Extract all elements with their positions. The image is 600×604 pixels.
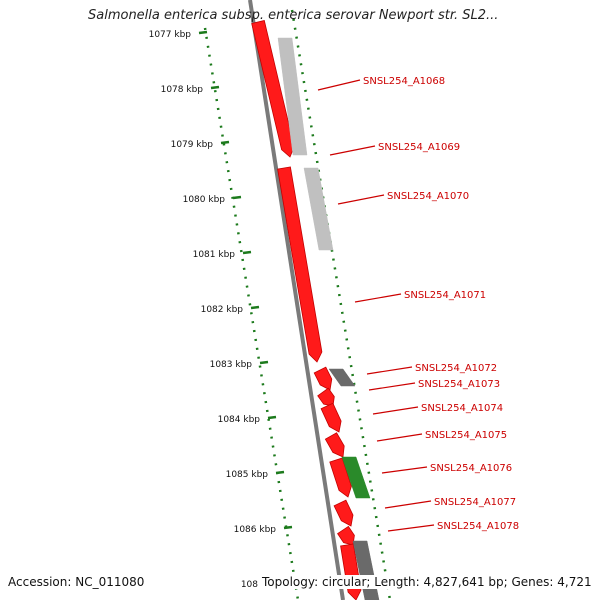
gene-leader-line xyxy=(381,466,428,474)
gene-leader-line xyxy=(317,79,361,91)
gene-labels: SNSL254_A1068 SNSL254_A1069 SNSL254_A1070 S… xyxy=(317,76,519,532)
gene-leader-line xyxy=(384,500,432,509)
gene-label[interactable]: SNSL254_A1073 xyxy=(418,379,500,390)
cds-arrow[interactable] xyxy=(337,525,355,546)
hit-block xyxy=(277,37,308,156)
ruler-tick xyxy=(220,140,230,145)
ruler-tick-label: 1078 kbp xyxy=(161,85,204,95)
ruler-tick xyxy=(198,30,208,35)
cds-arrow[interactable] xyxy=(324,432,345,458)
cds-arrow[interactable] xyxy=(329,457,352,498)
gene-label[interactable]: SNSL254_A1075 xyxy=(425,430,507,441)
ruler-tick-label: 1077 kbp xyxy=(149,30,192,40)
gene-leader-line xyxy=(354,293,402,303)
ruler-tick xyxy=(267,415,277,420)
ruler-tick xyxy=(232,195,242,200)
gene-label[interactable]: SNSL254_A1077 xyxy=(434,497,516,508)
gene-leader-line xyxy=(376,433,423,442)
cds-arrow[interactable] xyxy=(317,387,335,407)
gene-leader-line xyxy=(372,406,419,415)
cds-arrow[interactable] xyxy=(277,166,323,363)
gene-leader-line xyxy=(329,145,376,156)
ruler-tick xyxy=(242,250,252,255)
cds-arrow[interactable] xyxy=(333,499,354,527)
gene-label[interactable]: SNSL254_A1076 xyxy=(430,463,512,474)
ruler-tick xyxy=(259,360,269,365)
accession-text: Accession: NC_011080 xyxy=(8,575,145,589)
hit-block xyxy=(303,167,334,251)
gene-label[interactable]: SNSL254_A1069 xyxy=(378,142,460,153)
ruler-tick xyxy=(250,305,260,310)
ruler-tick xyxy=(283,525,293,530)
ruler-tick-label: 1079 kbp xyxy=(171,140,214,150)
ruler-tick-label: 1082 kbp xyxy=(201,305,244,315)
topology-summary: Topology: circular; Length: 4,827,641 bp… xyxy=(262,575,592,589)
ruler-dotted-track xyxy=(203,27,300,601)
genome-title: Salmonella enterica subsp. enterica sero… xyxy=(88,8,499,23)
ruler-tick-label: 1083 kbp xyxy=(210,360,253,370)
ruler-tick-label: 1086 kbp xyxy=(234,525,277,535)
ruler-tick xyxy=(210,85,220,90)
cds-arrow[interactable] xyxy=(320,402,342,433)
gene-label[interactable]: SNSL254_A1078 xyxy=(437,521,519,532)
gene-label[interactable]: SNSL254_A1072 xyxy=(415,363,497,374)
gene-leader-line xyxy=(366,366,413,375)
ruler-tick-label: 1081 kbp xyxy=(193,250,236,260)
gene-label[interactable]: SNSL254_A1068 xyxy=(363,76,445,87)
gene-leader-line xyxy=(387,524,435,532)
sequence-backbone xyxy=(248,0,345,601)
feature-tracks xyxy=(248,0,380,601)
ruler-tick-label: 1080 kbp xyxy=(183,195,226,205)
outer-dotted-track xyxy=(290,9,392,601)
ruler-tick-label: 108 xyxy=(241,580,258,590)
gene-leader-line xyxy=(337,194,385,205)
ruler-tick-label: 1084 kbp xyxy=(218,415,261,425)
hit-block xyxy=(341,456,371,499)
ruler-tick xyxy=(275,470,285,475)
kbp-ruler: 1077 kbp 1078 kbp 1079 kbp 1080 kbp 1081 kbp… xyxy=(149,9,392,601)
ruler-tick-label: 1085 kbp xyxy=(226,470,269,480)
gene-label[interactable]: SNSL254_A1070 xyxy=(387,191,469,202)
cds-arrow[interactable] xyxy=(313,366,333,391)
cds-arrow[interactable] xyxy=(251,20,295,158)
gene-label[interactable]: SNSL254_A1071 xyxy=(404,290,486,301)
hit-block xyxy=(328,368,356,387)
gene-leader-line xyxy=(368,382,416,391)
gene-label[interactable]: SNSL254_A1074 xyxy=(421,403,503,414)
